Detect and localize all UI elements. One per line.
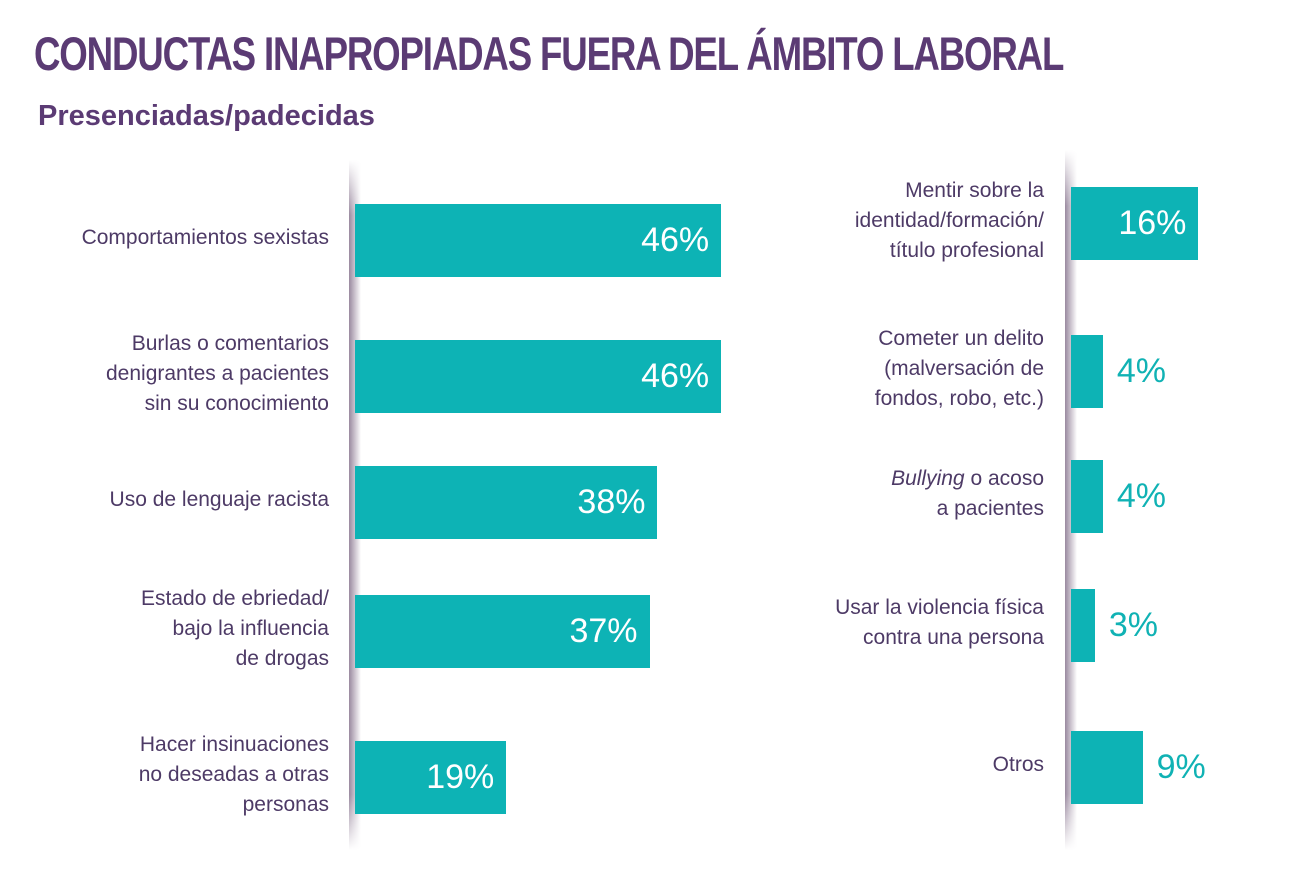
chart-subtitle: Presenciadas/padecidas [38, 100, 375, 132]
data-label: 46% [641, 357, 710, 395]
bar [355, 595, 650, 668]
bar [1071, 731, 1143, 804]
data-label: 4% [1116, 477, 1166, 515]
data-label: 16% [1118, 204, 1187, 242]
category-label: Bullying o acoso a pacientes [891, 467, 1044, 520]
category-label: Burlas o comentarios denigrantes a pacien… [106, 332, 329, 415]
category-label: Uso de lenguaje racista [109, 488, 329, 511]
data-label: 3% [1108, 606, 1159, 644]
bar [355, 340, 722, 413]
data-label: 19% [426, 758, 495, 796]
bar [1071, 460, 1103, 533]
bar [355, 466, 658, 539]
category-label: Hacer insinuaciones no deseadas a otras pe… [138, 733, 329, 816]
category-label: Otros [992, 753, 1044, 776]
category-label: Usar la violencia física contra una perso… [835, 596, 1044, 649]
bar [1071, 187, 1199, 260]
category-label: Cometer un delito (malversación de fondos,… [874, 327, 1044, 410]
bar [1071, 589, 1095, 662]
bar [355, 204, 722, 277]
chart-title: CONDUCTAS INAPROPIADAS FUERA DEL ÁMBITO … [34, 27, 1064, 80]
bar [355, 741, 507, 814]
data-label: 38% [577, 483, 646, 521]
category-label: Estado de ebriedad/bajo la influencia de … [141, 587, 329, 670]
data-label: 4% [1116, 352, 1166, 390]
data-label: 46% [641, 221, 710, 259]
data-label: 37% [569, 612, 638, 650]
bar [1071, 335, 1103, 408]
category-label: Comportamientos sexistas [81, 226, 329, 249]
data-label: 9% [1156, 748, 1206, 786]
category-label: Mentir sobre la identidad/formación/títul… [854, 179, 1044, 262]
